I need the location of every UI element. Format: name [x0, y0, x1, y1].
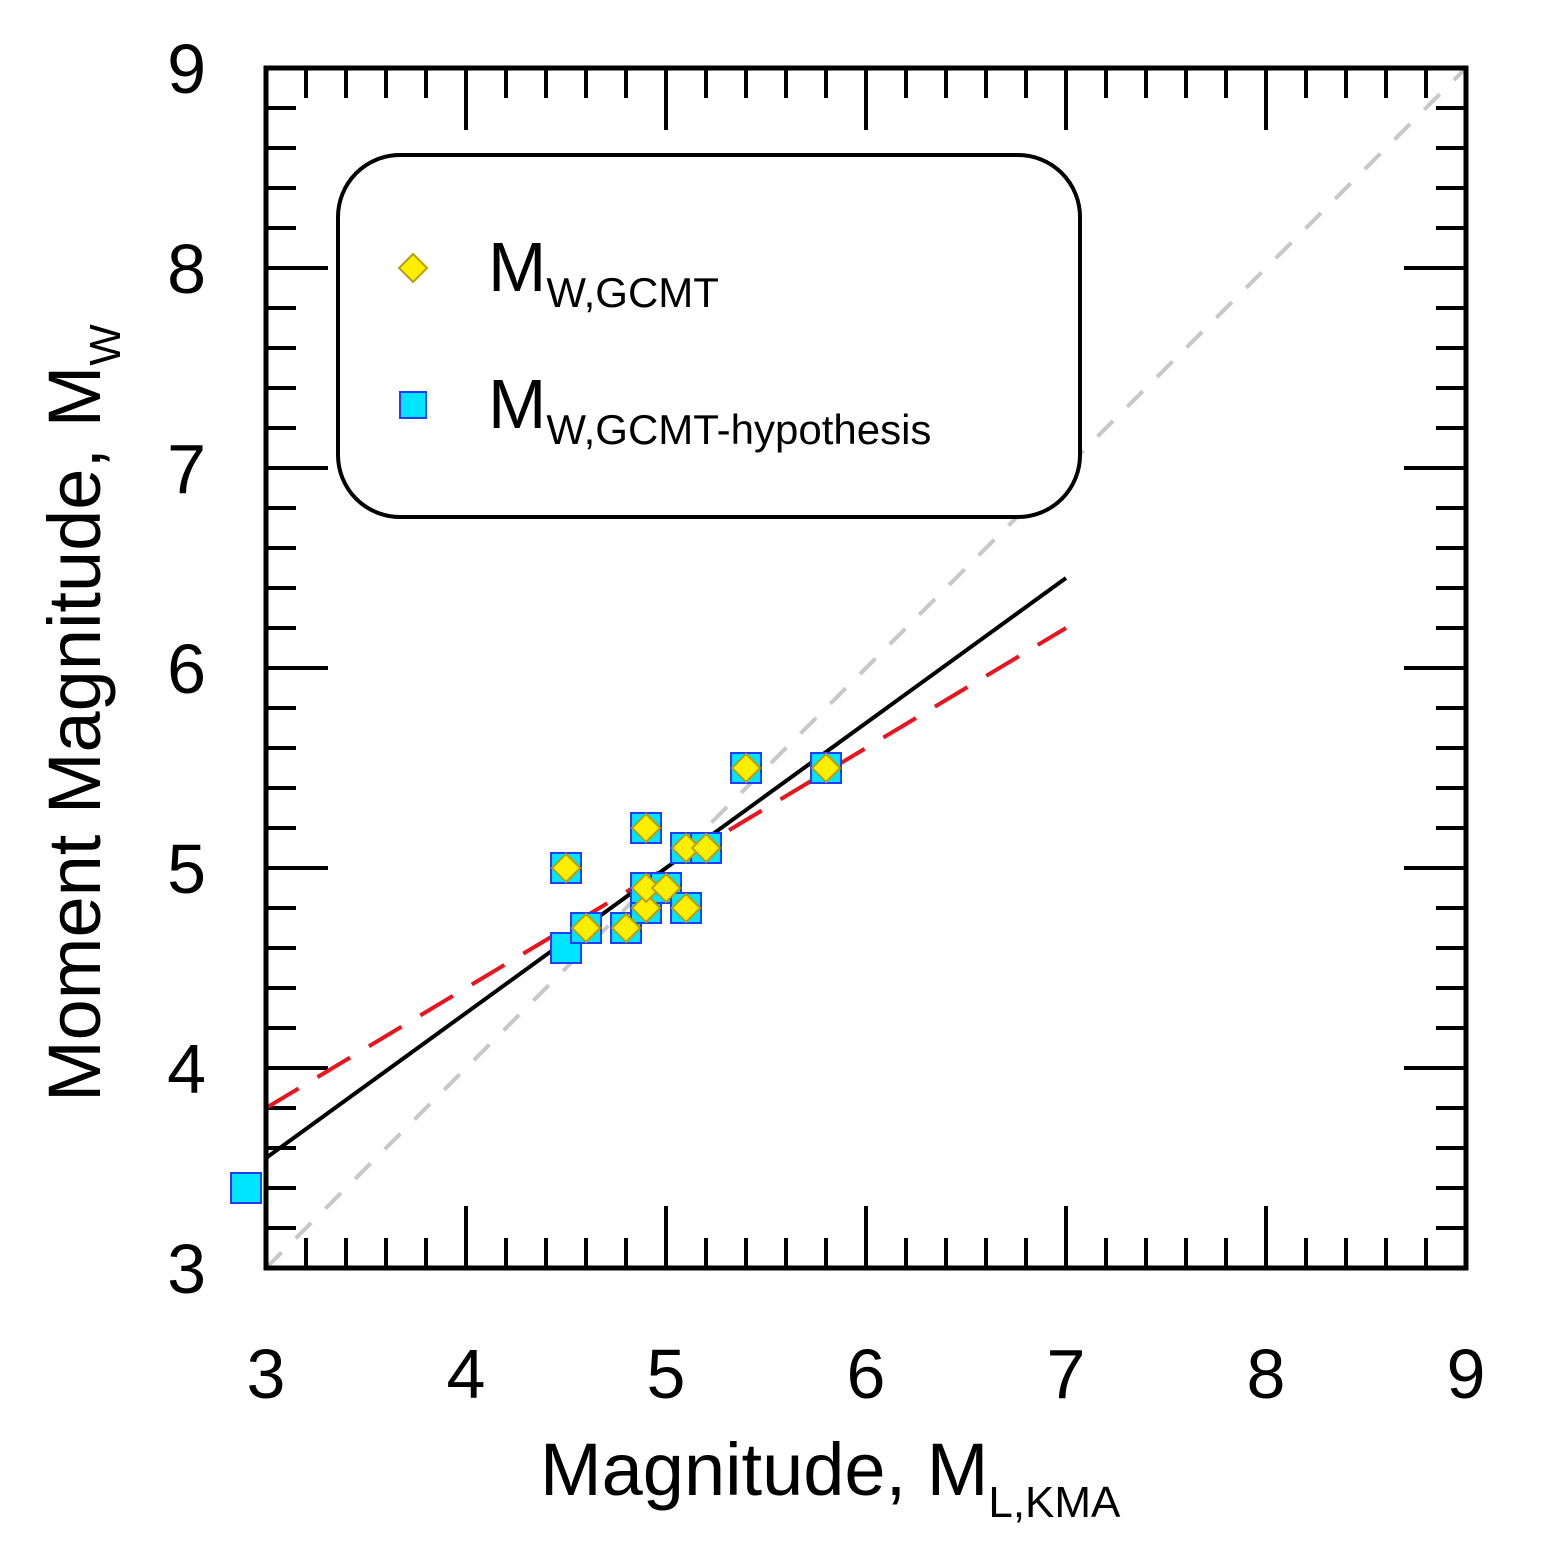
y-tick-label: 3 [167, 1230, 206, 1308]
point-gcmt [650, 872, 682, 904]
legend-label-sub: W,GCMT [546, 269, 719, 316]
y-axis-title-sub: W [81, 324, 130, 366]
point-gcmt [690, 832, 722, 864]
x-tick-label: 9 [1447, 1335, 1486, 1413]
plot-frame [263, 65, 1469, 1271]
line-one-to-one [264, 66, 1468, 1270]
legend-label-main: M [488, 228, 546, 306]
y-tick-label: 7 [167, 430, 206, 508]
point-gcmt-hypothesis [230, 1172, 262, 1204]
x-tick-label: 5 [647, 1335, 686, 1413]
point-gcmt [630, 892, 662, 924]
lines-layer [264, 66, 1468, 1270]
x-axis-title: Magnitude, ML,KMA [540, 1428, 1121, 1527]
y-axis-title-main: Moment Magnitude, M [33, 366, 116, 1102]
y-tick-label: 4 [167, 1030, 206, 1108]
legend-label-main: M [488, 365, 546, 443]
point-gcmt [630, 812, 662, 844]
x-axis-title-main: Magnitude, M [540, 1428, 988, 1511]
x-tick-label: 3 [247, 1335, 286, 1413]
y-tick-label: 8 [167, 230, 206, 308]
points-layer [230, 752, 842, 1204]
x-axis-title-sub: L,KMA [988, 1478, 1121, 1527]
point-gcmt [610, 912, 642, 944]
y-tick-label: 9 [167, 30, 206, 108]
x-tick-label: 8 [1247, 1335, 1286, 1413]
x-tick-label: 4 [447, 1335, 486, 1413]
point-gcmt [810, 752, 842, 784]
y-tick-label: 5 [167, 830, 206, 908]
legend-label-sub: W,GCMT-hypothesis [546, 406, 931, 453]
legend-label: MW,GCMT-hypothesis [488, 365, 931, 453]
y-axis-title: Moment Magnitude, MW [33, 324, 130, 1102]
y-tick-label: 6 [167, 630, 206, 708]
x-tick-label: 6 [847, 1335, 886, 1413]
legend-label: MW,GCMT [488, 228, 719, 316]
legend-box [336, 153, 1082, 519]
line-fit-gcmt [264, 626, 1068, 1110]
legend-marker-diamond [397, 252, 429, 284]
point-gcmt [570, 912, 602, 944]
tick-labels: 3 4 5 6 7 8 9 3 4 5 6 7 8 9 [167, 30, 1485, 1413]
legend-marker-square [399, 391, 427, 419]
point-gcmt [730, 752, 762, 784]
point-gcmt [670, 892, 702, 924]
point-gcmt [550, 852, 582, 884]
x-tick-label: 7 [1047, 1335, 1086, 1413]
line-fit-hypothesis [264, 576, 1068, 1160]
